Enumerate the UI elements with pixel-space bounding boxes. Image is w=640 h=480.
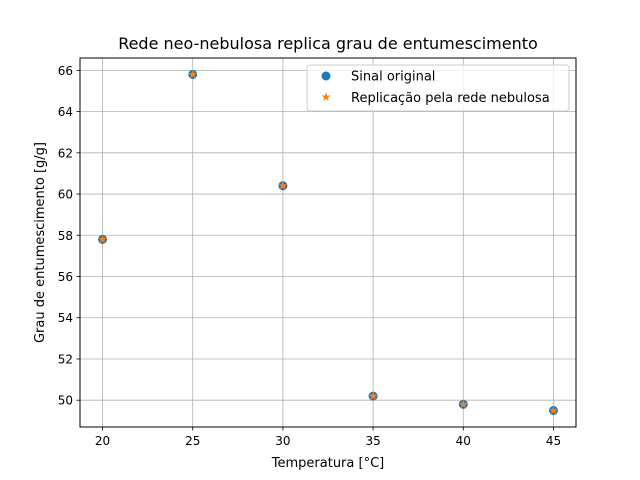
- axis-ticks: 20 25 30 35 40 45 50 52 54 56 58 60 62 64 66: [58, 64, 561, 448]
- x-tick-label: 35: [365, 434, 380, 448]
- y-tick-label: 60: [58, 188, 73, 202]
- x-tick-label: 45: [546, 434, 561, 448]
- y-tick-label: 50: [58, 394, 73, 408]
- x-tick-label: 40: [456, 434, 471, 448]
- y-tick-label: 54: [58, 311, 73, 325]
- legend-frame: [306, 64, 570, 112]
- legend-marker-sinal-original: [321, 71, 331, 81]
- plot-frame: [79, 57, 577, 428]
- legend: Sinal original Replicação pela rede nebu…: [306, 64, 570, 112]
- y-tick-label: 62: [58, 146, 73, 160]
- y-tick-label: 64: [58, 105, 73, 119]
- y-tick-label: 56: [58, 270, 73, 284]
- point-replicacao: [548, 405, 559, 415]
- x-axis-label: Temperatura [°C]: [271, 456, 384, 471]
- y-axis-label: Grau de entumescimento [g/g]: [33, 142, 48, 343]
- y-tick-label: 58: [58, 229, 73, 243]
- x-tick-label: 20: [95, 434, 110, 448]
- point-replicacao: [188, 69, 198, 79]
- grid: [80, 58, 576, 427]
- point-replicacao: [97, 234, 108, 244]
- y-tick-label: 66: [58, 64, 73, 78]
- x-tick-label: 30: [275, 434, 290, 448]
- legend-label-sinal-original: Sinal original: [351, 70, 435, 85]
- chart-title: Rede neo-nebulosa replica grau de entume…: [118, 34, 538, 53]
- legend-label-replicacao: Replicação pela rede nebulosa: [351, 91, 550, 106]
- x-tick-label: 25: [185, 434, 200, 448]
- y-tick-label: 52: [58, 352, 73, 366]
- point-replicacao: [278, 181, 288, 190]
- point-replicacao: [458, 399, 468, 409]
- data-marks: [97, 69, 559, 416]
- legend-marker-replicacao: [321, 92, 331, 101]
- point-replicacao: [368, 391, 378, 400]
